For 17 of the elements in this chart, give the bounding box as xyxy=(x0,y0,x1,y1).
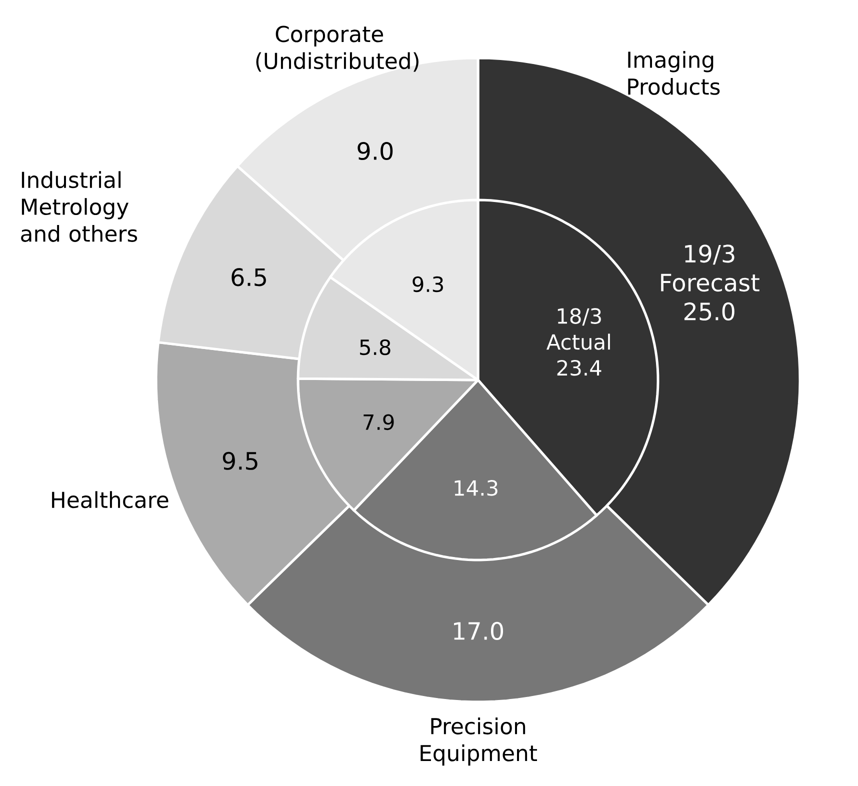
data-label: 14.3 xyxy=(454,480,498,496)
slice-label: Imaging Products xyxy=(628,51,720,95)
slice-label: Healthcare xyxy=(52,491,168,508)
data-label: 9.5 xyxy=(222,452,258,470)
slice-label: Precision Equipment xyxy=(420,718,537,766)
slice-label: Corporate (Undistributed) xyxy=(256,26,418,72)
data-label: 5.8 xyxy=(360,339,390,356)
data-label: 25.0 xyxy=(684,302,734,321)
data-label: 23.4 xyxy=(557,360,602,376)
slice-label: Industrial Metrology and others xyxy=(21,171,138,242)
data-label: 6.5 xyxy=(232,268,266,286)
data-label: 9.0 xyxy=(358,142,393,160)
data-label: 9.3 xyxy=(412,276,443,292)
slice-label: 19/3 Forecast xyxy=(661,244,760,292)
data-label: 17.0 xyxy=(454,622,504,640)
slice-label: 18/3 Actual xyxy=(546,308,610,350)
data-label: 7.9 xyxy=(364,414,394,430)
